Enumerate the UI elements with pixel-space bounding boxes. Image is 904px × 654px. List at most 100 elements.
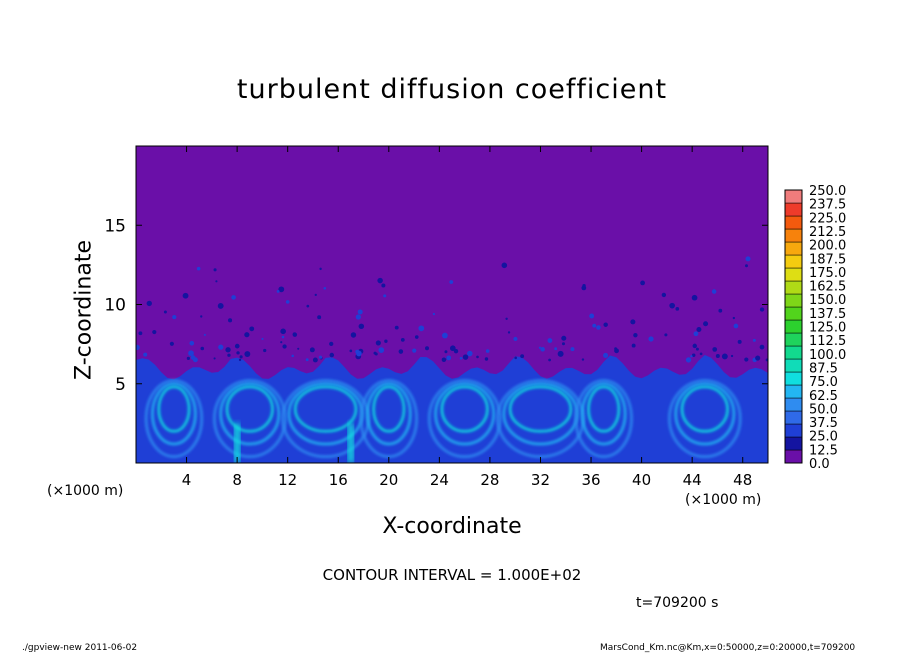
turbulent-patch: [215, 280, 218, 283]
colorbar-label: 200.0: [809, 239, 846, 254]
swirl-contour: [440, 385, 489, 433]
colorbar-swatch: [784, 436, 803, 451]
swirl-contour: [680, 385, 730, 433]
turbulent-patch: [282, 344, 287, 349]
turbulent-patch: [592, 323, 597, 328]
turbulent-patch: [442, 332, 448, 339]
turbulent-patch: [280, 341, 283, 344]
turbulent-patch: [603, 322, 608, 327]
turbulent-patch: [276, 290, 280, 293]
turbulent-patch: [484, 357, 489, 361]
x-tick-label: 16: [329, 471, 348, 489]
colorbar-swatch: [784, 449, 803, 464]
colorbar-swatch: [784, 358, 803, 373]
turbulent-patch: [759, 307, 765, 312]
turbulent-patch: [721, 353, 728, 360]
turbulent-patch: [692, 343, 697, 349]
turbulent-patch: [640, 280, 645, 286]
turbulent-patch: [314, 293, 317, 296]
x-tick-label: 4: [182, 471, 192, 489]
turbulent-patch: [732, 316, 736, 320]
contour-interval: CONTOUR INTERVAL = 1.000E+02: [322, 566, 582, 584]
heatmap-plot-area: [135, 145, 769, 464]
colorbar-swatch: [784, 306, 803, 321]
turbulent-patch: [540, 347, 545, 352]
turbulent-patch: [349, 349, 353, 353]
turbulent-patch: [172, 314, 177, 320]
swirl-contour: [212, 379, 287, 459]
turbulent-patch: [244, 351, 251, 357]
turbulent-patch: [200, 315, 203, 318]
turbulent-patch: [280, 328, 286, 335]
colorbar-label: 225.0: [809, 211, 846, 226]
turbulent-patch: [196, 266, 201, 271]
turbulent-patch: [696, 327, 702, 333]
colorbar-frame: [784, 189, 803, 464]
turbulent-patch: [752, 338, 756, 342]
turbulent-patch: [186, 356, 190, 360]
x-tick-label: 20: [379, 471, 398, 489]
colorbar-swatch: [784, 397, 803, 412]
turbulent-patch: [152, 329, 157, 335]
turbulent-patch: [718, 308, 723, 313]
bright-plume: [234, 423, 241, 463]
turbulent-patch: [384, 339, 388, 343]
turbulent-patch: [581, 285, 587, 291]
colorbar-label: 112.5: [809, 334, 846, 349]
turbulent-patch: [459, 356, 463, 360]
turbulent-patch: [317, 315, 322, 320]
turbulent-patch: [373, 351, 377, 355]
colorbar-label: 62.5: [809, 389, 838, 404]
turbulent-patch: [562, 342, 565, 346]
colorbar: 0.012.525.037.550.062.575.087.5100.0112.…: [784, 184, 846, 472]
x-tick-label: 24: [430, 471, 449, 489]
turbulent-patch: [485, 349, 490, 353]
turbulent-patch: [453, 349, 459, 354]
turbulent-patch: [633, 333, 638, 338]
turbulent-patch: [715, 353, 720, 359]
colorbar-swatch: [784, 345, 803, 360]
turbulent-patch: [603, 352, 609, 358]
turbulent-patch: [664, 333, 668, 337]
turbulent-patch: [695, 347, 699, 351]
swirl-contour: [372, 385, 406, 433]
turbulent-patch: [693, 331, 699, 337]
colorbar-swatch: [784, 215, 803, 230]
turbulent-patch: [737, 339, 742, 344]
colorbar-swatch: [784, 293, 803, 308]
swirl-contour: [667, 379, 742, 459]
turbulent-patch: [138, 331, 143, 336]
turbulent-patch: [570, 347, 575, 352]
y-tick-label: 5: [115, 375, 126, 395]
turbulent-patch: [703, 321, 709, 327]
colorbar-swatch: [784, 202, 803, 217]
colorbar-label: 12.5: [809, 443, 838, 458]
turbulent-patch: [712, 347, 718, 352]
turbulent-patch: [319, 267, 322, 271]
turbulent-patch: [520, 354, 525, 359]
turbulent-patch: [377, 277, 383, 284]
turbulent-patch: [292, 332, 298, 337]
turbulent-patch: [213, 357, 216, 360]
y-tick-label: 15: [104, 216, 126, 236]
turbulent-patch: [213, 268, 217, 272]
turbulent-patch: [412, 348, 417, 353]
turbulent-patch: [203, 333, 206, 336]
swirl-contour: [150, 382, 197, 446]
turbulent-patch: [228, 318, 233, 323]
x-axis-ticks: 4 8 12 16 20 24 28 32 36 40 44 48: [182, 146, 752, 489]
turbulent-patch: [358, 323, 365, 330]
turbulent-patch: [305, 358, 309, 362]
x-axis-label: X-coordinate: [382, 514, 522, 539]
turbulent-patch: [329, 352, 335, 358]
turbulent-patch: [414, 335, 419, 339]
turbulent-patch: [249, 326, 255, 332]
colorbar-label: 50.0: [809, 402, 838, 417]
colorbar-swatch: [784, 423, 803, 438]
x-tick-label: 32: [531, 471, 550, 489]
turbulent-patch: [744, 357, 749, 362]
colorbar-swatch: [784, 189, 803, 204]
turbulent-patch: [297, 347, 300, 350]
colorbar-swatch: [784, 241, 803, 256]
swirl-contour: [359, 379, 419, 459]
